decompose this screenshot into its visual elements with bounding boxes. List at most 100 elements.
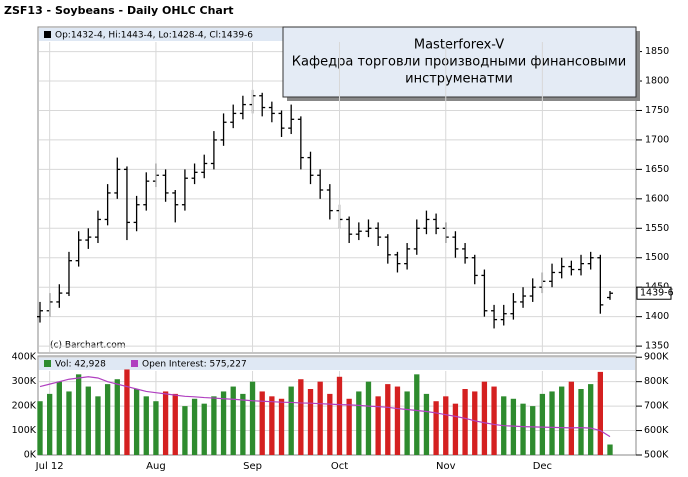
x-tick-label: Aug [146,461,166,472]
volume-bar [462,389,468,455]
volume-bar [356,391,362,455]
volume-bar [327,393,333,455]
volume-bar [278,398,285,455]
volume-bar [530,406,536,455]
volume-bar [172,393,178,455]
y2-tick-label: 800K [644,376,669,387]
volume-bar [66,391,72,455]
last-price-label: 1439-6 [640,288,674,299]
volume-bar [452,403,459,455]
y-tick-label: 1350 [645,341,669,352]
y-tick-label: 1750 [645,105,669,116]
credit: (c) Barchart.com [50,341,126,351]
volume-bar [220,391,227,455]
volume-bar [510,398,517,455]
volume-bar [549,391,555,455]
y-tick-label: 1400 [645,311,669,322]
volume-bar [394,386,401,455]
volume-bar [288,386,294,455]
volume-bar [597,371,603,455]
y2-tick-label: 700K [644,401,669,412]
volume-bar [423,393,430,455]
volume-bar [201,403,207,455]
volume-bar [75,374,82,455]
legend-text: Vol: 42,928 [55,360,106,370]
volume-bar [491,386,497,455]
volume-bar [211,396,217,455]
annotation-line: Кафедра торговли производными финансовым… [292,55,626,70]
legend-swatch [44,360,51,367]
volume-bar [143,396,149,455]
volume-bar [162,391,169,455]
volume-bar [559,386,565,455]
legend-text: Open Interest: 575,227 [142,360,247,370]
y-tick-label: 100K [12,425,37,436]
oi-line [39,376,611,438]
volume-bar [85,386,91,455]
volume-bar [588,384,594,455]
volume-bar [37,401,43,455]
legend-band [39,357,635,370]
volume-bar [191,398,198,455]
volume-bar [56,381,62,455]
annotation-box [282,26,637,98]
volume-bar [307,389,314,455]
legend-swatch [44,31,51,38]
volume-bar [365,381,372,455]
volume-bar [472,391,478,455]
y2-tick-label: 500K [644,450,669,461]
volume-bar [385,384,391,455]
volume-bar [539,393,546,455]
y-tick-label: 300K [12,376,37,387]
volume-bar [578,389,584,455]
y2-tick-label: 900K [644,352,669,363]
y-tick-label: 200K [12,401,37,412]
y-tick-label: 1850 [645,46,669,57]
volume-bar [443,396,449,455]
legend-text: Op:1432-4, Hi:1443-4, Lo:1428-4, Cl:1439… [55,31,253,41]
volume-bar [568,381,575,455]
y-tick-label: 400K [12,352,37,363]
x-tick-label: Oct [331,461,348,472]
volume-bar [317,381,323,455]
volume-bar [153,401,159,455]
x-tick-label: Sep [243,461,262,472]
volume-bar [249,381,256,455]
volume-bar [346,398,352,455]
y2-tick-label: 600K [644,425,669,436]
volume-bar [114,379,120,455]
y-tick-label: 0K [24,450,37,461]
volume-bar [133,389,140,455]
x-tick-label: Jul 12 [35,461,64,472]
volume-bar [182,406,188,455]
volume-bar [298,379,304,455]
y-tick-label: 1600 [645,193,669,204]
volume-bar [230,386,236,455]
last-price-tag [636,286,672,300]
annotation-line: инструменатми [405,72,513,87]
volume-bar [520,403,526,455]
y-tick-label: 1550 [645,223,669,234]
volume-bar [375,396,381,455]
y-tick-label: 1700 [645,134,669,145]
chart-title: ZSF13 - Soybeans - Daily OHLC Chart [4,4,234,17]
x-tick-label: Nov [436,461,456,472]
volume-bar [336,376,343,455]
volume-bar [124,369,130,455]
volume-bar [481,381,488,455]
volume-bar [95,396,101,455]
volume-bar [404,391,410,455]
volume-bar [259,391,265,455]
volume-bar [607,444,613,455]
volume-bar [414,374,420,455]
volume-bar [269,396,275,455]
volume-bar [433,401,439,455]
volume-bar [240,393,246,455]
y-tick-label: 1500 [645,252,669,263]
volume-bar [104,384,111,455]
y-tick-label: 1650 [645,164,669,175]
volume-bar [47,393,53,455]
annotation-title: Masterforex-V [414,38,504,53]
x-tick-label: Dec [533,461,552,472]
